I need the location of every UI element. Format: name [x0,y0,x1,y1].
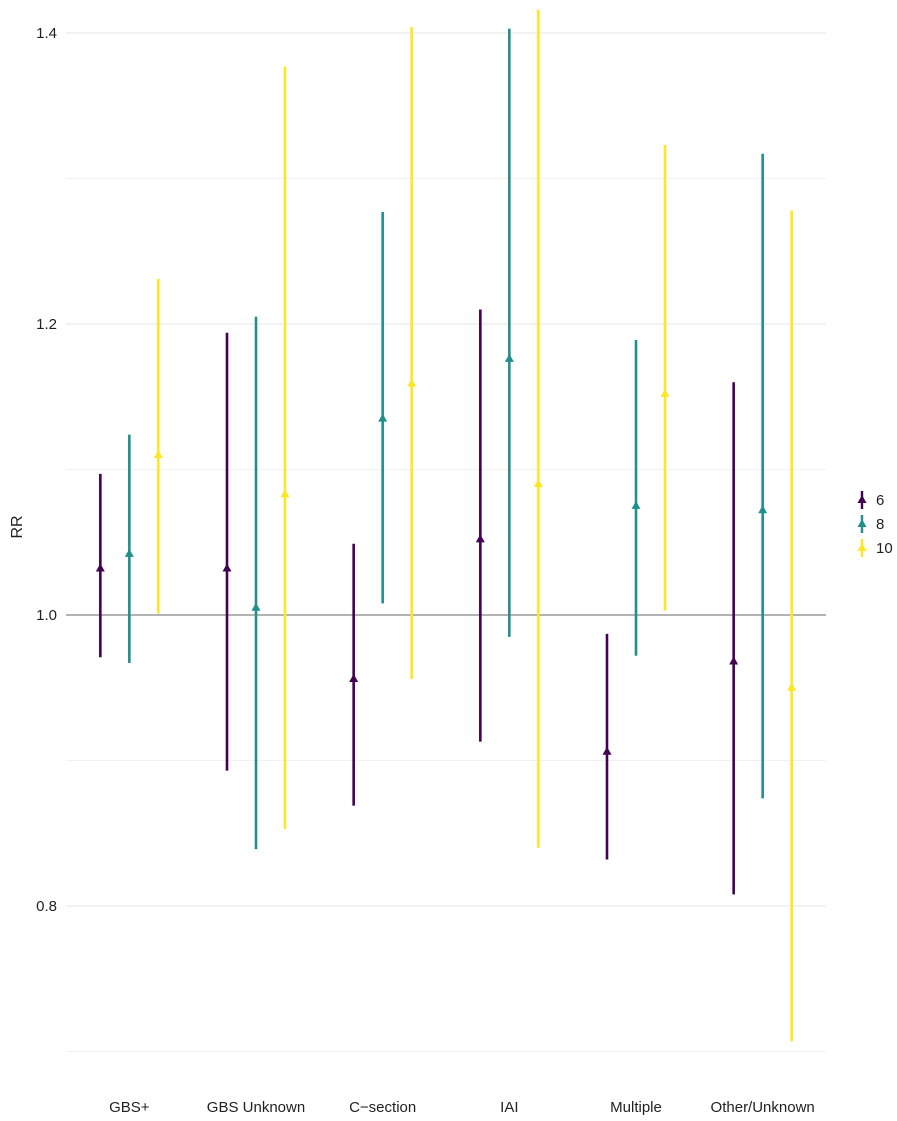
point-estimate-marker [787,682,797,691]
x-tick-label: GBS+ [109,1099,150,1116]
x-axis-ticks: GBS+ GBS Unknown C−section IAI Multiple Other… [109,1099,815,1116]
legend-item: 10 [857,539,893,557]
point-estimate-marker [222,563,232,572]
x-tick-label: Other/Unknown [711,1099,815,1116]
point-estimate-marker [153,449,163,458]
legend-key-marker [857,543,867,551]
point-estimate-marker [407,378,417,387]
y-tick-label: 0.8 [36,898,57,915]
x-tick-label: IAI [500,1099,518,1116]
point-estimate-marker [660,388,670,397]
legend: 6 8 10 [857,491,893,557]
y-axis-title: RR [9,515,26,538]
x-tick-label: C−section [349,1099,416,1116]
point-estimate-marker [280,489,290,498]
legend-label: 6 [876,492,884,509]
point-estimate-marker [95,563,105,572]
error-bars [95,9,797,1042]
point-estimate-marker [378,413,388,422]
y-axis-ticks: 0.8 1.0 1.2 1.4 [36,25,57,915]
y-tick-label: 1.0 [36,607,57,624]
point-estimate-marker [504,353,514,362]
point-estimate-marker [631,500,641,509]
grid [66,32,826,1052]
point-estimate-marker [758,505,768,514]
point-estimate-marker [533,479,543,488]
legend-key-marker [857,495,867,503]
legend-label: 10 [876,540,893,557]
x-tick-label: Multiple [610,1099,662,1116]
legend-label: 8 [876,516,884,533]
point-estimate-marker [251,602,261,611]
legend-item: 8 [857,515,884,533]
point-estimate-marker [602,746,612,755]
point-estimate-marker [124,548,134,557]
y-tick-label: 1.2 [36,316,57,333]
legend-item: 6 [857,491,884,509]
point-estimate-marker [475,534,485,543]
x-tick-label: GBS Unknown [207,1099,305,1116]
point-estimate-marker [349,674,359,683]
point-estimate-marker [729,656,739,665]
y-tick-label: 1.4 [36,25,57,42]
legend-key-marker [857,519,867,527]
